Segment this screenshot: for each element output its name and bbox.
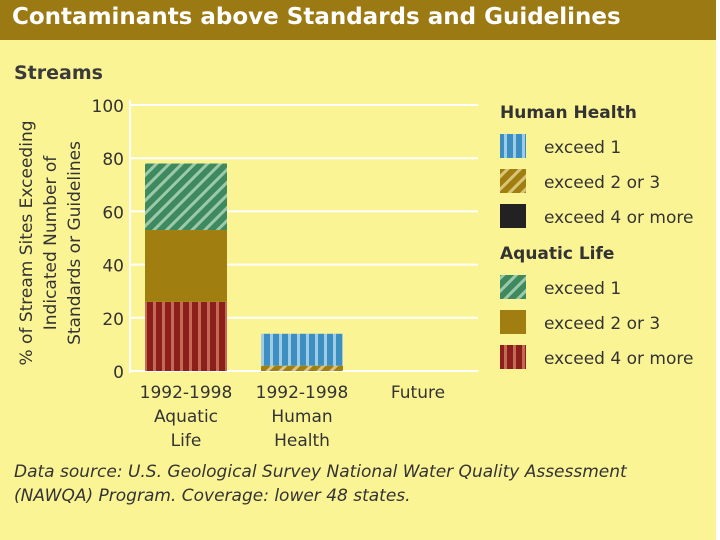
legend-swatch [500, 345, 526, 369]
legend-label: exceed 2 or 3 [544, 173, 660, 193]
y-axis-label: Indicated Number of [41, 155, 61, 330]
y-tick-label: 20 [102, 310, 124, 330]
data-source-note: Data source: U.S. Geological Survey Nati… [14, 462, 627, 506]
legend-label: exceed 1 [544, 138, 621, 158]
y-tick-label: 40 [102, 257, 124, 277]
legend-label: exceed 2 or 3 [544, 314, 660, 334]
legend-group-title: Human Health [500, 103, 637, 123]
chart-svg: 0 20 40 60 80 100 % of Stream Sites Exceeding I… [17, 97, 693, 451]
y-tick-label: 60 [102, 203, 124, 223]
y-tick-label: 100 [92, 97, 124, 117]
bar-segment [145, 163, 227, 231]
x-tick-label: Human [271, 407, 332, 427]
legend-label: exceed 4 or more [544, 208, 693, 228]
x-tick-label: Future [391, 383, 445, 403]
legend-swatch [500, 275, 526, 299]
legend-swatch [500, 134, 526, 158]
bar-segment [261, 365, 343, 371]
bar-segment [145, 301, 227, 371]
y-axis-label: % of Stream Sites Exceeding [17, 120, 37, 365]
chart-title: Contaminants above Standards and Guideli… [12, 4, 621, 30]
legend-label: exceed 4 or more [544, 349, 693, 369]
bar-segment [261, 333, 343, 366]
y-tick-label: 0 [113, 363, 124, 383]
legend-swatch [500, 204, 526, 228]
legend-swatch [500, 169, 526, 193]
y-axis-label: Standards or Guidelines [65, 141, 85, 345]
x-tick-label: Life [171, 431, 202, 451]
x-tick-label: Health [274, 431, 330, 451]
legend-group-title: Aquatic Life [500, 244, 614, 264]
x-tick-label: Aquatic [154, 407, 218, 427]
y-tick-label: 80 [102, 150, 124, 170]
x-tick-label: 1992-1998 [140, 383, 233, 403]
legend-swatch [500, 310, 526, 334]
legend-label: exceed 1 [544, 279, 621, 299]
bar-segment [145, 230, 227, 302]
x-tick-label: 1992-1998 [256, 383, 349, 403]
title-bar: Contaminants above Standards and Guideli… [0, 0, 716, 40]
chart-subtitle: Streams [14, 62, 103, 84]
